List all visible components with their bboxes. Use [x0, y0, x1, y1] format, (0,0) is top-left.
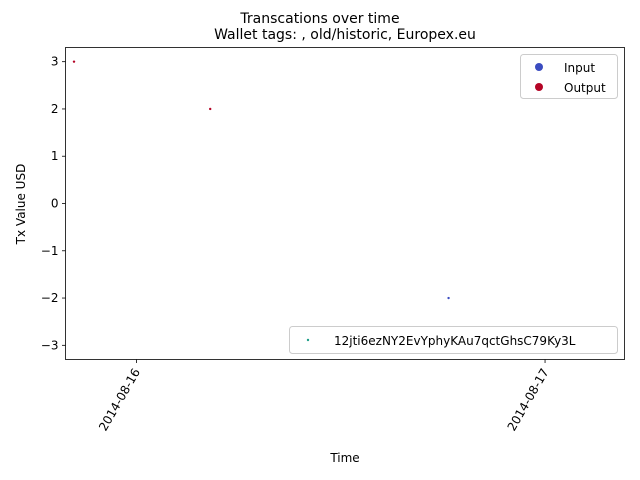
y-tick-label: 1 [51, 149, 59, 163]
y-tick-label: −1 [41, 244, 59, 258]
plot-points [72, 60, 450, 300]
x-axis: 2014-08-16 2014-08-17 [96, 359, 552, 433]
data-point-output [72, 60, 76, 63]
legend-bottom: 12jti6ezNY2EvYphyKAu7qctGhsC79Ky3L [289, 326, 618, 354]
legend-marker-address [306, 338, 310, 342]
x-tick-label: 2014-08-16 [96, 366, 143, 433]
legend-label-input: Input [564, 61, 595, 75]
x-tick-label: 2014-08-17 [505, 366, 552, 433]
data-point-output [209, 107, 212, 111]
legend-marker-input [535, 63, 543, 71]
legend-label-output: Output [564, 81, 606, 95]
chart-suptitle: Transcations over time [239, 11, 399, 27]
y-tick-label: 0 [51, 197, 59, 211]
y-tick-label: 3 [51, 55, 59, 69]
legend-top: Input Output [520, 54, 618, 99]
legend-marker-output [535, 83, 543, 91]
plot-frame [65, 47, 625, 360]
y-tick-label: 2 [51, 102, 59, 116]
y-axis-label: Tx Value USD [14, 164, 28, 246]
legend-label-address: 12jti6ezNY2EvYphyKAu7qctGhsC79Ky3L [334, 334, 576, 348]
data-point-input [447, 296, 450, 300]
chart-title: Wallet tags: , old/historic, Europex.eu [214, 27, 476, 43]
y-axis: −3 −2 −1 0 1 2 3 [41, 55, 66, 352]
y-tick-label: −3 [41, 338, 59, 352]
x-axis-label: Time [329, 451, 359, 465]
y-tick-label: −2 [41, 291, 59, 305]
legend-bottom-box [289, 326, 618, 354]
legend-top-box [520, 54, 618, 99]
